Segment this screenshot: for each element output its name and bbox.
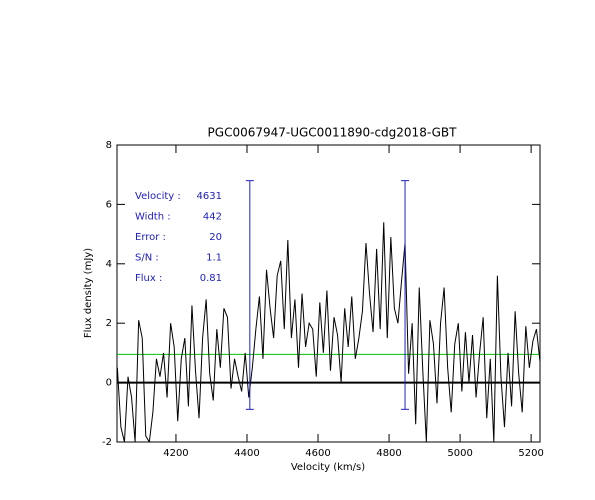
- y-tick-label: 4: [106, 259, 112, 270]
- annotation-label: Flux :: [135, 273, 162, 284]
- x-tick-label: 5200: [518, 448, 543, 459]
- annotation-value: 442: [203, 212, 222, 223]
- y-tick-label: 0: [106, 378, 112, 389]
- annotation-label: Error :: [135, 232, 166, 243]
- annotation-value: 0.81: [200, 273, 222, 284]
- plot-frame: [116, 144, 541, 443]
- annotation-label: S/N :: [135, 253, 159, 264]
- y-tick-label: -2: [102, 437, 112, 448]
- plot-area: [117, 180, 540, 442]
- x-axis-label: Velocity (km/s): [291, 462, 365, 473]
- annotation-label: Width :: [135, 212, 171, 223]
- spectrum-line: [117, 222, 540, 442]
- y-axis-label: Flux density (mJy): [83, 248, 94, 338]
- x-tick-label: 4600: [305, 448, 330, 459]
- annotation-label: Velocity :: [135, 191, 181, 202]
- chart-title: PGC0067947-UGC0011890-cdg2018-GBT: [208, 126, 458, 140]
- annotation-value: 1.1: [206, 253, 222, 264]
- x-tick-label: 4800: [376, 448, 401, 459]
- annotation-value: 4631: [197, 191, 222, 202]
- annotation-value: 20: [209, 232, 222, 243]
- x-tick-label: 4200: [163, 448, 188, 459]
- x-tick-label: 4400: [234, 448, 259, 459]
- y-tick-label: 8: [106, 140, 112, 151]
- y-tick-label: 2: [106, 318, 112, 329]
- x-tick-label: 5000: [447, 448, 472, 459]
- y-tick-label: 6: [106, 199, 112, 210]
